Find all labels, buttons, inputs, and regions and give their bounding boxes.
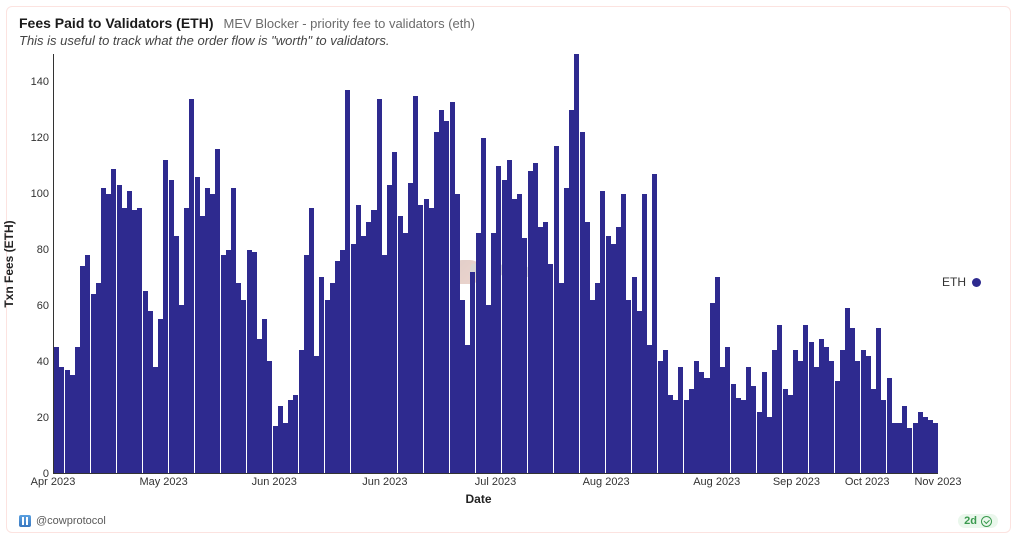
legend-swatch	[972, 278, 981, 287]
y-tick: 20	[37, 412, 49, 424]
x-tick: Jul 2023	[475, 476, 517, 488]
y-tick: 100	[31, 188, 49, 200]
y-tick: 60	[37, 300, 49, 312]
plot: Txn Fees (ETH) 020406080100120140 Dune	[19, 54, 938, 474]
legend-label: ETH	[942, 275, 966, 289]
attribution[interactable]: @cowprotocol	[19, 515, 106, 527]
y-tick: 140	[31, 76, 49, 88]
x-axis: Apr 2023 May 2023 Jun 2023 Jun 2023 Jul 2023…	[19, 474, 938, 510]
x-tick: Sep 2023	[773, 476, 820, 488]
chart-card: Fees Paid to Validators (ETH) MEV Blocke…	[6, 6, 1011, 533]
check-icon	[981, 516, 992, 527]
chart-subtitle: MEV Blocker - priority fee to validators…	[224, 16, 475, 31]
plot-column: Txn Fees (ETH) 020406080100120140 Dune	[19, 54, 938, 510]
card-footer: @cowprotocol 2d	[19, 512, 998, 528]
y-tick: 80	[37, 244, 49, 256]
x-tick: Jun 2023	[362, 476, 407, 488]
x-tick: Jun 2023	[252, 476, 297, 488]
y-tick: 120	[31, 132, 49, 144]
x-tick: Oct 2023	[845, 476, 890, 488]
chart-wrap: Txn Fees (ETH) 020406080100120140 Dune	[19, 54, 998, 510]
x-tick: Aug 2023	[693, 476, 740, 488]
bar[interactable]	[933, 423, 938, 473]
chart-description: This is useful to track what the order f…	[19, 33, 998, 48]
bars-container	[54, 54, 938, 473]
y-axis: Txn Fees (ETH) 020406080100120140	[19, 54, 53, 474]
x-tick: May 2023	[139, 476, 187, 488]
attribution-icon	[19, 515, 31, 527]
x-tick: Aug 2023	[583, 476, 630, 488]
y-tick: 40	[37, 356, 49, 368]
x-tick: Apr 2023	[31, 476, 76, 488]
freshness-badge[interactable]: 2d	[958, 514, 998, 528]
attribution-text: @cowprotocol	[36, 515, 106, 527]
legend-item-eth: ETH	[942, 275, 981, 289]
freshness-text: 2d	[964, 515, 977, 527]
legend: ETH	[938, 54, 998, 510]
x-tick: Nov 2023	[914, 476, 961, 488]
plot-area: Dune	[53, 54, 938, 474]
y-axis-label: Txn Fees (ETH)	[2, 220, 16, 307]
chart-title: Fees Paid to Validators (ETH)	[19, 15, 214, 31]
x-ticks: Apr 2023May 2023Jun 2023Jun 2023Jul 2023…	[53, 476, 938, 490]
header-line: Fees Paid to Validators (ETH) MEV Blocke…	[19, 15, 998, 31]
